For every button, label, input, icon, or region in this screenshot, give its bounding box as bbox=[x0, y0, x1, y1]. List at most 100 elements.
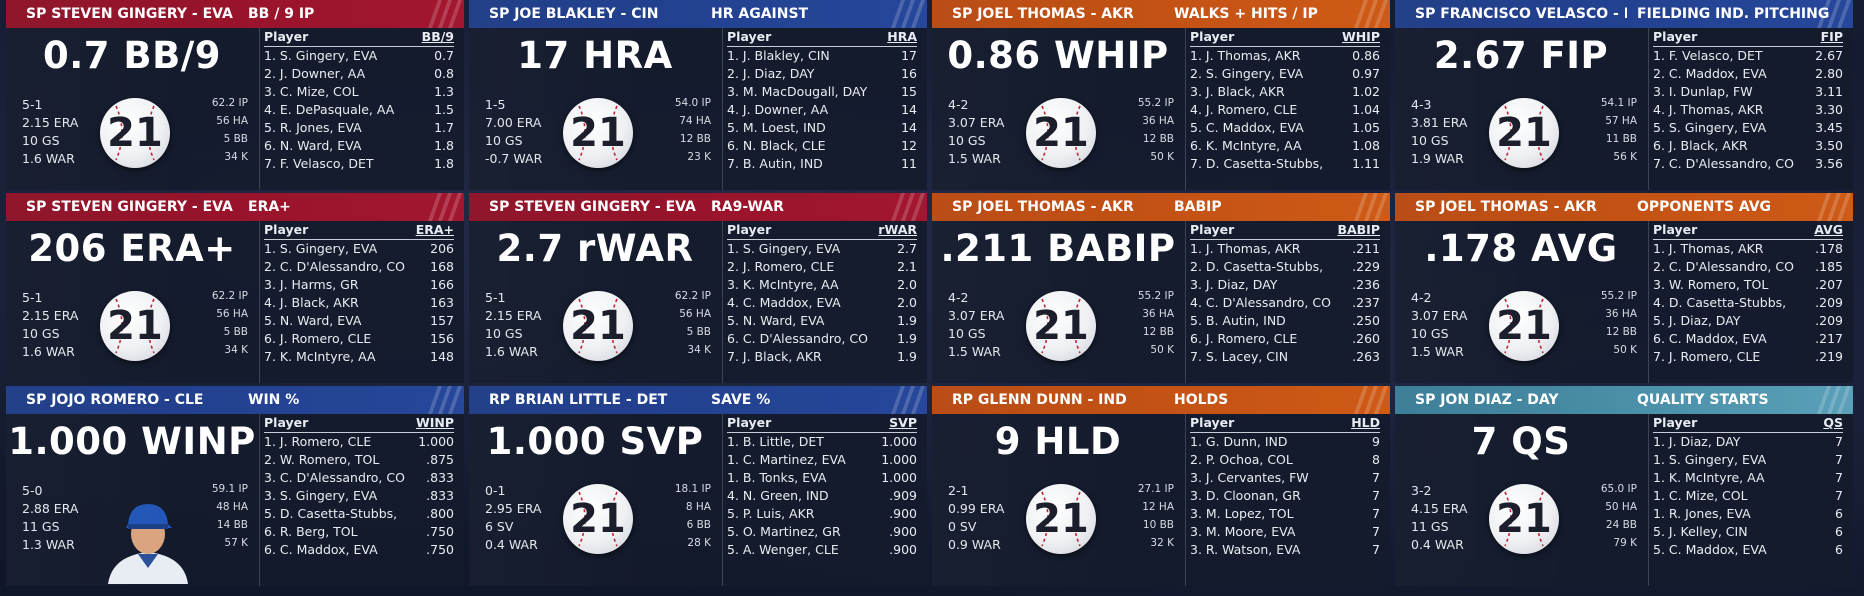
table-row[interactable]: 3. C. Mize, COL 1.3 bbox=[264, 83, 454, 101]
table-row[interactable]: 5. D. Casetta-Stubbs, .800 bbox=[264, 505, 454, 523]
table-row[interactable]: 3. K. McIntyre, AA 2.0 bbox=[727, 276, 917, 294]
table-row[interactable]: 1. S. Gingery, EVA 2.7 bbox=[727, 240, 917, 258]
table-row[interactable]: 1. C. Martinez, EVA 1.000 bbox=[727, 451, 917, 469]
table-row[interactable]: 6. C. D'Alessandro, CO 1.9 bbox=[727, 330, 917, 348]
table-row[interactable]: 1. J. Thomas, AKR .211 bbox=[1190, 240, 1380, 258]
table-row[interactable]: 7. D. Casetta-Stubbs, 1.11 bbox=[1190, 155, 1380, 173]
table-row[interactable]: 3. C. D'Alessandro, CO .833 bbox=[264, 469, 454, 487]
table-row[interactable]: 5. R. Jones, EVA 1.7 bbox=[264, 119, 454, 137]
table-row[interactable]: 4. C. Maddox, EVA 2.0 bbox=[727, 294, 917, 312]
table-row[interactable]: 1. S. Gingery, EVA 0.7 bbox=[264, 47, 454, 65]
table-row[interactable]: 4. J. Downer, AA 14 bbox=[727, 101, 917, 119]
table-row[interactable]: 5. N. Ward, EVA 157 bbox=[264, 312, 454, 330]
table-header: Player rWAR bbox=[727, 221, 917, 240]
table-row[interactable]: 5. S. Gingery, EVA 3.45 bbox=[1653, 119, 1843, 137]
table-row[interactable]: 1. J. Romero, CLE 1.000 bbox=[264, 433, 454, 451]
table-row[interactable]: 1. G. Dunn, IND 9 bbox=[1190, 433, 1380, 451]
table-row[interactable]: 2. W. Romero, TOL .875 bbox=[264, 451, 454, 469]
table-row[interactable]: 7. K. McIntyre, AA 148 bbox=[264, 348, 454, 366]
header-stripes-icon bbox=[1813, 193, 1853, 221]
leader-card[interactable]: SP JOJO ROMERO - CLE WIN % 1.000 WINP 5-0 2.… bbox=[6, 386, 464, 586]
table-row[interactable]: 5. J. Diaz, DAY .209 bbox=[1653, 312, 1843, 330]
table-row[interactable]: 2. C. D'Alessandro, CO .185 bbox=[1653, 258, 1843, 276]
table-row[interactable]: 1. B. Tonks, EVA 1.000 bbox=[727, 469, 917, 487]
table-row[interactable]: 3. M. MacDougall, DAY 15 bbox=[727, 83, 917, 101]
table-row[interactable]: 7. F. Velasco, DET 1.8 bbox=[264, 155, 454, 173]
stat-cell: 3.50 bbox=[1815, 138, 1843, 153]
table-row[interactable]: 1. R. Jones, EVA 6 bbox=[1653, 505, 1843, 523]
table-row[interactable]: 1. J. Thomas, AKR .178 bbox=[1653, 240, 1843, 258]
table-row[interactable]: 3. R. Watson, EVA 7 bbox=[1190, 541, 1380, 559]
table-row[interactable]: 1. F. Velasco, DET 2.67 bbox=[1653, 47, 1843, 65]
table-row[interactable]: 1. J. Diaz, DAY 7 bbox=[1653, 433, 1843, 451]
table-row[interactable]: 2. P. Ochoa, COL 8 bbox=[1190, 451, 1380, 469]
table-row[interactable]: 5. P. Luis, AKR .900 bbox=[727, 505, 917, 523]
table-row[interactable]: 2. C. Maddox, EVA 2.80 bbox=[1653, 65, 1843, 83]
table-row[interactable]: 4. D. Casetta-Stubbs, .209 bbox=[1653, 294, 1843, 312]
table-row[interactable]: 1. J. Thomas, AKR 0.86 bbox=[1190, 47, 1380, 65]
table-row[interactable]: 4. J. Romero, CLE 1.04 bbox=[1190, 101, 1380, 119]
table-row[interactable]: 2. D. Casetta-Stubbs, .229 bbox=[1190, 258, 1380, 276]
table-row[interactable]: 1. S. Gingery, EVA 7 bbox=[1653, 451, 1843, 469]
table-row[interactable]: 3. J. Diaz, DAY .236 bbox=[1190, 276, 1380, 294]
leader-card[interactable]: RP GLENN DUNN - IND HOLDS 9 HLD 2-1 0.99 ERA… bbox=[932, 386, 1390, 586]
table-row[interactable]: 7. J. Romero, CLE .219 bbox=[1653, 348, 1843, 366]
table-row[interactable]: 6. J. Romero, CLE 156 bbox=[264, 330, 454, 348]
stat-cell: .900 bbox=[889, 524, 917, 539]
table-row[interactable]: 6. R. Berg, TOL .750 bbox=[264, 523, 454, 541]
table-row[interactable]: 3. M. Lopez, TOL 7 bbox=[1190, 505, 1380, 523]
table-row[interactable]: 2. J. Romero, CLE 2.1 bbox=[727, 258, 917, 276]
table-row[interactable]: 1. B. Little, DET 1.000 bbox=[727, 433, 917, 451]
table-row[interactable]: 3. S. Gingery, EVA .833 bbox=[264, 487, 454, 505]
table-row[interactable]: 5. N. Ward, EVA 1.9 bbox=[727, 312, 917, 330]
table-row[interactable]: 1. J. Blakley, CIN 17 bbox=[727, 47, 917, 65]
table-row[interactable]: 6. N. Black, CLE 12 bbox=[727, 137, 917, 155]
table-row[interactable]: 1. C. Mize, COL 7 bbox=[1653, 487, 1843, 505]
table-row[interactable]: 6. C. Maddox, EVA .217 bbox=[1653, 330, 1843, 348]
table-row[interactable]: 3. D. Cloonan, GR 7 bbox=[1190, 487, 1380, 505]
table-row[interactable]: 5. J. Kelley, CIN 6 bbox=[1653, 523, 1843, 541]
table-row[interactable]: 5. A. Wenger, CLE .900 bbox=[727, 541, 917, 559]
table-row[interactable]: 4. C. D'Alessandro, CO .237 bbox=[1190, 294, 1380, 312]
leader-card[interactable]: SP FRANCISCO VELASCO - DET FIELDING IND. … bbox=[1395, 0, 1853, 190]
leader-card[interactable]: SP STEVEN GINGERY - EVA ERA+ 206 ERA+ 5-1 2.… bbox=[6, 193, 464, 383]
table-row[interactable]: 1. K. McIntyre, AA 7 bbox=[1653, 469, 1843, 487]
table-row[interactable]: 3. J. Black, AKR 1.02 bbox=[1190, 83, 1380, 101]
table-row[interactable]: 1. S. Gingery, EVA 206 bbox=[264, 240, 454, 258]
table-row[interactable]: 3. W. Romero, TOL .207 bbox=[1653, 276, 1843, 294]
table-row[interactable]: 7. C. D'Alessandro, CO 3.56 bbox=[1653, 155, 1843, 173]
table-row[interactable]: 6. N. Ward, EVA 1.8 bbox=[264, 137, 454, 155]
leader-card[interactable]: SP JOE BLAKLEY - CIN HR AGAINST 17 HRA 1-5 7… bbox=[469, 0, 927, 190]
leader-card[interactable]: SP JOEL THOMAS - AKR WALKS + HITS / IP 0.8… bbox=[932, 0, 1390, 190]
leader-card[interactable]: SP JON DIAZ - DAY QUALITY STARTS 7 QS 3-2 4.… bbox=[1395, 386, 1853, 586]
table-row[interactable]: 3. M. Moore, EVA 7 bbox=[1190, 523, 1380, 541]
table-row[interactable]: 4. E. DePasquale, AA 1.5 bbox=[264, 101, 454, 119]
table-row[interactable]: 3. J. Harms, GR 166 bbox=[264, 276, 454, 294]
table-row[interactable]: 4. J. Thomas, AKR 3.30 bbox=[1653, 101, 1843, 119]
table-row[interactable]: 6. K. McIntyre, AA 1.08 bbox=[1190, 137, 1380, 155]
table-row[interactable]: 7. B. Autin, IND 11 bbox=[727, 155, 917, 173]
table-row[interactable]: 7. S. Lacey, CIN .263 bbox=[1190, 348, 1380, 366]
leader-card[interactable]: SP STEVEN GINGERY - EVA RA9-WAR 2.7 rWAR 5-… bbox=[469, 193, 927, 383]
table-row[interactable]: 5. B. Autin, IND .250 bbox=[1190, 312, 1380, 330]
table-row[interactable]: 5. O. Martinez, GR .900 bbox=[727, 523, 917, 541]
leader-card[interactable]: SP STEVEN GINGERY - EVA BB / 9 IP 0.7 BB/9… bbox=[6, 0, 464, 190]
table-row[interactable]: 2. S. Gingery, EVA 0.97 bbox=[1190, 65, 1380, 83]
table-row[interactable]: 6. J. Romero, CLE .260 bbox=[1190, 330, 1380, 348]
table-row[interactable]: 5. C. Maddox, EVA 6 bbox=[1653, 541, 1843, 559]
table-row[interactable]: 6. J. Black, AKR 3.50 bbox=[1653, 137, 1843, 155]
table-row[interactable]: 2. J. Diaz, DAY 16 bbox=[727, 65, 917, 83]
table-row[interactable]: 2. C. D'Alessandro, CO 168 bbox=[264, 258, 454, 276]
table-row[interactable]: 3. J. Cervantes, FW 7 bbox=[1190, 469, 1380, 487]
leader-card[interactable]: SP JOEL THOMAS - AKR BABIP .211 BABIP 4-2 3.… bbox=[932, 193, 1390, 383]
table-row[interactable]: 3. I. Dunlap, FW 3.11 bbox=[1653, 83, 1843, 101]
table-row[interactable]: 4. J. Black, AKR 163 bbox=[264, 294, 454, 312]
table-row[interactable]: 2. J. Downer, AA 0.8 bbox=[264, 65, 454, 83]
leader-card[interactable]: RP BRIAN LITTLE - DET SAVE % 1.000 SVP 0-1 2… bbox=[469, 386, 927, 586]
table-row[interactable]: 6. C. Maddox, EVA .750 bbox=[264, 541, 454, 559]
table-row[interactable]: 5. M. Loest, IND 14 bbox=[727, 119, 917, 137]
table-row[interactable]: 4. N. Green, IND .909 bbox=[727, 487, 917, 505]
table-row[interactable]: 5. C. Maddox, EVA 1.05 bbox=[1190, 119, 1380, 137]
table-row[interactable]: 7. J. Black, AKR 1.9 bbox=[727, 348, 917, 366]
leader-card[interactable]: SP JOEL THOMAS - AKR OPPONENTS AVG .178 AV… bbox=[1395, 193, 1853, 383]
